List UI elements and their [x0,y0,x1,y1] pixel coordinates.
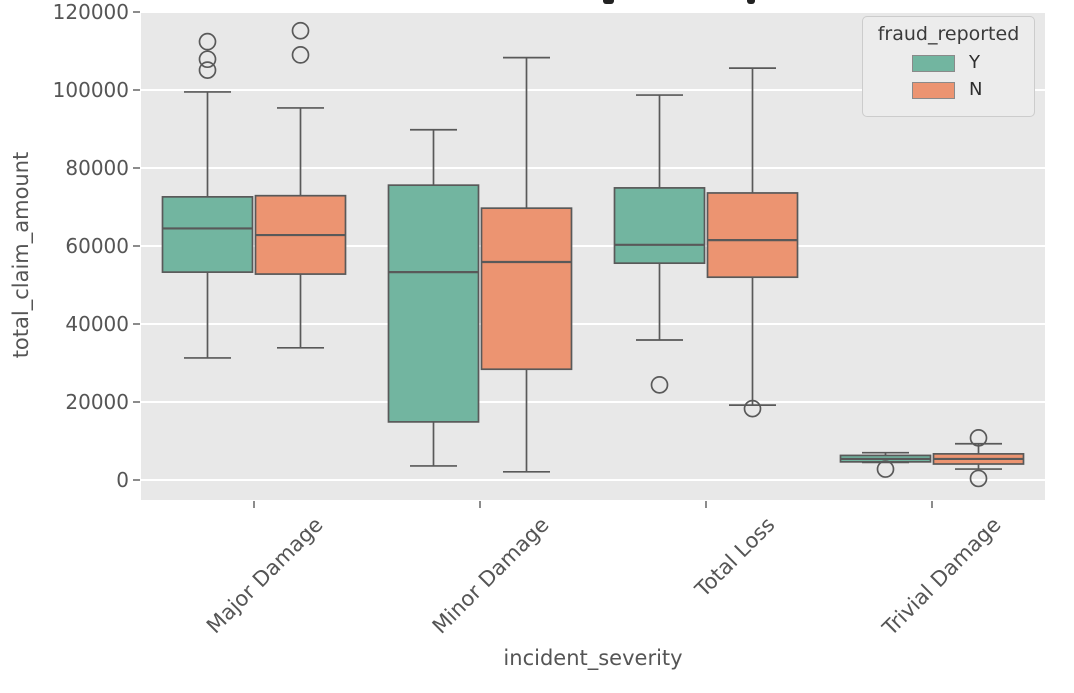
boxplot-N-trivial-damage [932,429,1025,488]
outlier-point [743,399,762,418]
outlier-point [291,46,310,64]
boxplot-Y-minor-damage [387,128,480,467]
boxplot-N-total-loss [706,67,799,418]
legend-entry-n: N [912,81,1034,99]
y-tick-label-20000: 20000 [65,390,129,414]
x-tick-label-major-damage: Major Damage [202,513,328,639]
iqr-box [613,187,706,265]
x-tick-label-minor-damage: Minor Damage [428,513,554,639]
legend-swatch-n [912,81,955,99]
legend-label-n: N [969,79,983,100]
y-tick-label-60000: 60000 [65,234,129,258]
outlier-point [198,61,217,79]
outlier-point [291,21,310,40]
y-tick-label-120000: 120000 [53,0,129,24]
y-tick-label-40000: 40000 [65,312,129,336]
outlier-point [969,469,988,488]
boxplot-Y-major-damage [161,32,254,359]
y-axis-label: total_claim_amount [9,151,33,359]
boxplot-Y-total-loss [613,94,706,394]
legend: fraud_reported Y N [862,16,1035,117]
legend-entry-y: Y [912,54,1034,72]
boxplot-N-minor-damage [480,56,573,473]
legend-title: fraud_reported [877,23,1020,45]
outlier-point [969,429,988,447]
x-axis-label: incident_severity [503,646,683,670]
outlier-point [650,375,669,394]
x-tick-label-trivial-damage: Trivial Damage [877,513,1005,641]
iqr-box [161,196,254,273]
legend-label-y: Y [969,52,980,73]
boxplot-N-major-damage [254,21,347,349]
outlier-point [198,50,217,69]
iqr-box [706,192,799,279]
outlier-point [876,460,895,478]
cropped-title-fragment [603,0,614,4]
iqr-box [387,184,480,423]
x-tick-label-total-loss: Total Loss [690,513,780,603]
outlier-point [198,32,217,51]
legend-swatch-y [912,54,955,72]
iqr-box [480,207,573,371]
y-tick-label-80000: 80000 [65,156,129,180]
boxplot-Y-trivial-damage [839,451,932,478]
y-tick-label-0: 0 [116,468,129,492]
y-tick-label-100000: 100000 [53,78,129,102]
cropped-title-fragment [747,0,755,4]
